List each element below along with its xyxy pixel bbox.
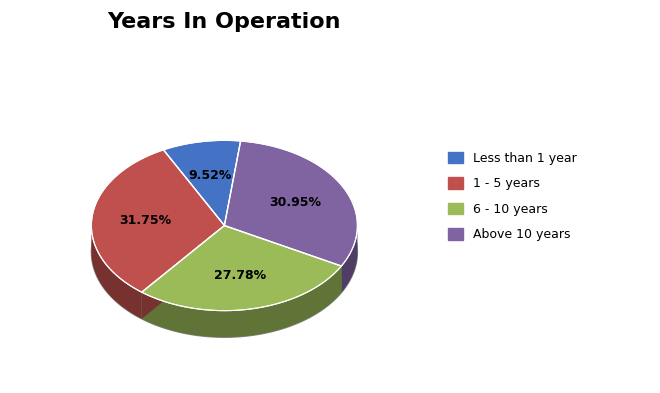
Polygon shape [142, 226, 224, 319]
Polygon shape [91, 150, 224, 292]
Polygon shape [164, 140, 241, 226]
Text: 9.52%: 9.52% [189, 169, 232, 182]
Polygon shape [91, 226, 142, 319]
Polygon shape [142, 226, 341, 310]
Polygon shape [224, 226, 341, 293]
Polygon shape [91, 167, 358, 337]
Polygon shape [142, 266, 341, 337]
Text: 31.75%: 31.75% [119, 214, 171, 227]
Text: 27.78%: 27.78% [214, 269, 267, 282]
Legend: Less than 1 year, 1 - 5 years, 6 - 10 years, Above 10 years: Less than 1 year, 1 - 5 years, 6 - 10 ye… [448, 152, 578, 241]
Polygon shape [224, 141, 358, 266]
Text: Years In Operation: Years In Operation [108, 13, 341, 32]
Text: 30.95%: 30.95% [269, 196, 321, 209]
Polygon shape [341, 226, 358, 293]
